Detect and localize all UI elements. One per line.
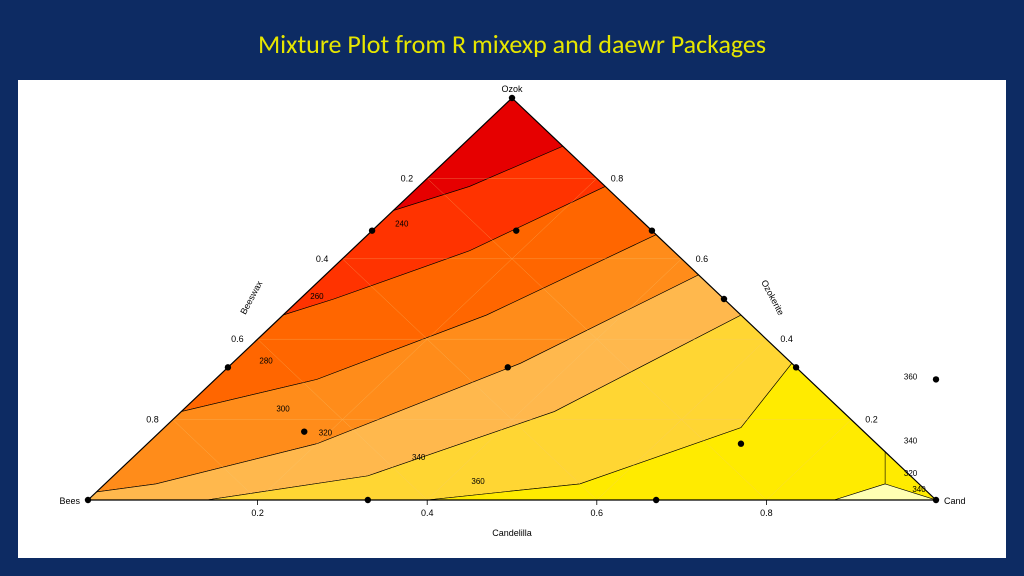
svg-text:300: 300 [276,405,290,414]
svg-text:0.2: 0.2 [251,508,264,518]
svg-text:320: 320 [319,429,333,438]
svg-text:0.6: 0.6 [231,334,244,344]
svg-text:Beeswax: Beeswax [238,279,264,316]
svg-text:340: 340 [904,437,918,446]
svg-text:360: 360 [471,477,485,486]
svg-text:0.4: 0.4 [316,254,329,264]
svg-text:340: 340 [412,453,426,462]
svg-text:280: 280 [259,356,273,365]
svg-text:0.6: 0.6 [696,254,709,264]
svg-text:Ozok: Ozok [501,84,523,94]
svg-text:0.4: 0.4 [421,508,434,518]
svg-text:Candelilla: Candelilla [492,528,532,538]
svg-text:320: 320 [904,469,918,478]
svg-text:0.8: 0.8 [146,415,159,425]
svg-text:260: 260 [310,292,324,301]
plot-panel: 240 260 280 300 320 340 360 360 340 320 340 Ozok Bee… [18,80,1006,558]
svg-text:Ozokerite: Ozokerite [759,278,786,317]
svg-text:0.2: 0.2 [401,173,414,183]
svg-text:240: 240 [395,220,409,229]
svg-text:Bees: Bees [59,496,80,506]
svg-text:0.4: 0.4 [780,334,793,344]
svg-text:340: 340 [912,485,926,494]
svg-text:360: 360 [904,372,918,381]
slide: Mixture Plot from R mixexp and daewr Pac… [0,0,1024,576]
slide-title: Mixture Plot from R mixexp and daewr Pac… [0,28,1024,60]
svg-text:0.6: 0.6 [591,508,604,518]
svg-text:0.8: 0.8 [760,508,773,518]
svg-text:0.8: 0.8 [611,173,624,183]
svg-text:0.2: 0.2 [865,415,878,425]
ternary-plot: 240 260 280 300 320 340 360 360 340 320 340 Ozok Bee… [18,80,1006,558]
svg-text:Cand: Cand [944,496,966,506]
